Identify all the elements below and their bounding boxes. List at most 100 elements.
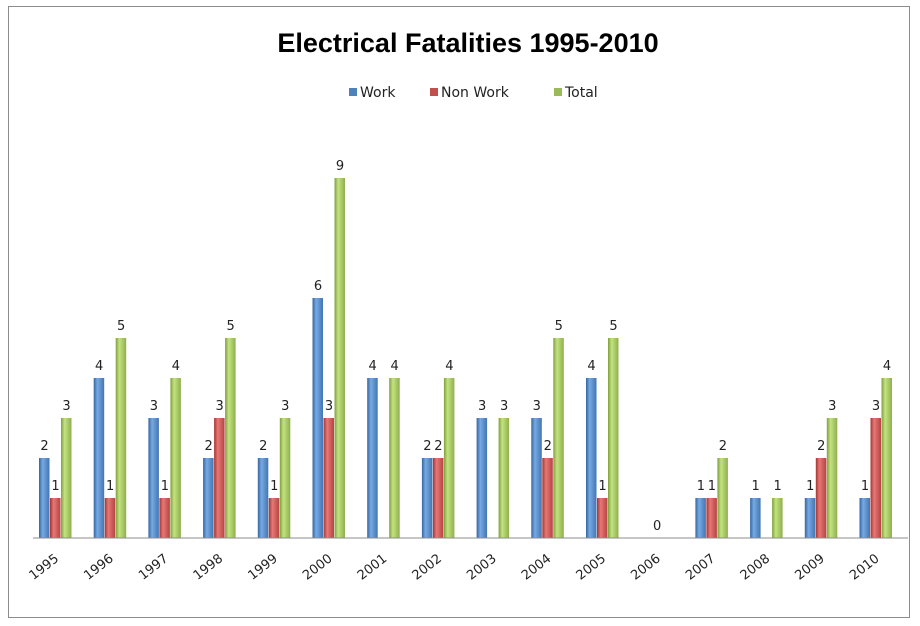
x-tick-2002: 2002 [410,551,445,583]
bar-work-2004 [531,418,542,538]
data-label-non-work-1997: 1 [161,479,169,494]
data-label-non-work-2010: 3 [872,399,880,414]
bar-total-1997 [170,378,181,538]
bar-work-2009 [804,498,816,538]
bar-work-1997 [148,418,159,538]
data-label-non-work-2002: 2 [434,439,442,454]
data-label-non-work-1996: 1 [106,479,114,494]
bar-non-work-1996 [104,498,116,538]
bar-non-work-2004 [542,458,553,538]
bar-non-work-1998 [214,418,225,538]
bar-total-2010 [881,378,892,538]
bar-total-2003 [498,418,510,538]
bar-total-2000 [334,178,345,538]
data-label-non-work-2009: 2 [817,439,825,454]
data-label-work-1995: 2 [40,439,48,454]
data-label-total-1996: 5 [117,319,125,334]
bar-total-2004 [553,338,564,538]
x-tick-2005: 2005 [574,551,609,583]
legend-label-total: Total [564,85,598,101]
data-label-total-2010: 4 [883,359,891,374]
data-label-work-2000: 6 [314,279,322,294]
data-label-total-2001: 4 [391,359,399,374]
bar-work-2008 [750,498,761,538]
bar-non-work-2005 [597,498,608,538]
bar-work-1999 [257,458,269,538]
data-label-total-1997: 4 [172,359,180,374]
data-label-work-1999: 2 [259,439,267,454]
x-tick-2000: 2000 [300,551,335,583]
x-tick-2010: 2010 [847,551,882,583]
data-label-work-2003: 3 [478,399,486,414]
data-label-non-work-1999: 1 [270,479,278,494]
x-tick-1995: 1995 [27,551,62,583]
bar-work-2001 [367,378,378,538]
bar-total-2009 [826,418,838,538]
data-label-work-2010: 1 [861,479,869,494]
bar-non-work-2007 [706,498,717,538]
bar-work-1996 [93,378,105,538]
bar-non-work-2002 [432,458,444,538]
x-tick-1999: 1999 [245,551,280,583]
bar-total-2001 [389,378,400,538]
data-label-non-work-2007: 1 [708,479,716,494]
legend-swatch-work [349,88,357,96]
data-label-work-2008: 1 [751,479,759,494]
bar-total-1995 [61,418,72,538]
bar-total-1998 [225,338,236,538]
bar-non-work-1997 [159,498,170,538]
legend-swatch-non-work [430,88,438,96]
bar-total-1996 [115,338,127,538]
x-tick-2004: 2004 [519,551,554,583]
data-label-total-2004: 5 [555,319,563,334]
data-label-work-1998: 2 [204,439,212,454]
data-label-non-work-2004: 2 [544,439,552,454]
bar-work-2000 [312,298,323,538]
data-label-total-2003: 3 [500,399,508,414]
bar-work-1998 [203,458,214,538]
data-label-total-1995: 3 [62,399,70,414]
data-label-work-1997: 3 [150,399,158,414]
data-label-work-2001: 4 [369,359,377,374]
data-label-work-2009: 1 [806,479,814,494]
bars [39,178,892,538]
data-label-total-2002: 4 [445,359,453,374]
data-label-work-1996: 4 [95,359,103,374]
x-tick-2009: 2009 [792,551,827,583]
legend-label-non-work: Non Work [441,85,510,101]
bar-non-work-1995 [50,498,61,538]
x-tick-1997: 1997 [136,551,171,583]
data-label-non-work-1998: 3 [215,399,223,414]
bar-non-work-1999 [268,498,280,538]
bar-total-2007 [717,458,728,538]
legend-label-work: Work [360,85,396,101]
data-label-non-work-2006: 0 [653,519,661,534]
bar-total-2002 [443,378,455,538]
bar-non-work-2009 [815,458,827,538]
x-tick-2008: 2008 [738,551,773,583]
data-label-total-2000: 9 [336,159,344,174]
bar-work-2003 [476,418,488,538]
bar-total-2005 [608,338,619,538]
data-label-work-2002: 2 [423,439,431,454]
bar-work-1995 [39,458,50,538]
chart-title: Electrical Fatalities 1995-2010 [277,28,658,58]
data-label-work-2005: 4 [587,359,595,374]
x-tick-2001: 2001 [355,551,390,583]
x-axis-ticks: 1995 1996 1997 1998 1999 2000 2001 2002 2003 2004… [27,551,883,583]
data-label-total-1999: 3 [281,399,289,414]
data-label-total-1998: 5 [226,319,234,334]
data-label-non-work-1995: 1 [51,479,59,494]
x-tick-2003: 2003 [464,551,499,583]
x-tick-2007: 2007 [683,551,718,583]
bar-work-2005 [586,378,597,538]
legend: Work Non Work Total [349,85,598,101]
bar-non-work-2000 [323,418,334,538]
data-label-work-2004: 3 [533,399,541,414]
legend-swatch-total [554,88,562,96]
data-label-total-2009: 3 [828,399,836,414]
bar-work-2010 [859,498,870,538]
data-label-total-2008: 1 [773,479,781,494]
bar-work-2002 [421,458,433,538]
